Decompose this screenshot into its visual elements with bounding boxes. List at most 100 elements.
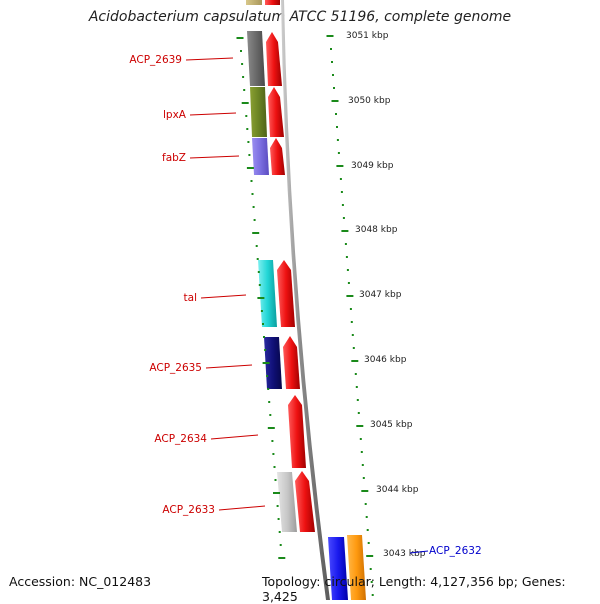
minor-tick [255,245,258,247]
gene-label[interactable]: ACP_2632 [429,545,482,557]
inner-tick-track [236,37,286,559]
gene-arrow-5 [283,336,300,389]
major-tick [341,230,349,232]
minor-tick [346,269,349,271]
minor-tick [339,178,342,180]
minor-tick [243,89,246,91]
major-tick [262,362,270,364]
gene-block-lpxa [250,87,267,137]
minor-tick [253,219,256,221]
scale-label: 3049 kbp [351,161,394,171]
minor-tick [258,284,261,286]
minor-tick [342,217,345,219]
gene-arrow-2 [268,87,284,137]
minor-tick [332,74,334,76]
gene-arrow-1 [266,32,282,86]
gene-block-acp2639 [247,31,265,86]
gene-leader-line [185,57,234,61]
gene-leader-line [210,434,259,440]
major-tick [273,492,280,494]
minor-tick [248,154,251,156]
gene-feature-top-red [265,0,280,5]
major-tick [267,427,275,429]
minor-tick [246,128,249,130]
major-tick [361,490,369,492]
gene-label[interactable]: ACP_2635 [149,362,202,374]
minor-tick [354,373,357,375]
minor-tick [347,282,350,284]
scale-label: 3050 kbp [348,96,391,106]
gene-labels: ACP_2639 lpxA fabZ tal ACP_2635 ACP_2634 ACP_2… [129,54,481,557]
minor-tick [266,375,269,377]
minor-tick [279,544,282,546]
gene-arrow-3 [270,138,285,175]
gene-arrow-4 [277,260,295,327]
gene-block-acp2635 [264,337,282,389]
gene-label[interactable]: tal [184,292,197,304]
gene-leader-line [205,364,253,369]
major-tick [331,100,339,102]
gene-feature-top-tan [246,0,262,5]
major-tick [252,232,260,234]
scale-label: 3045 kbp [370,420,413,430]
minor-tick [257,271,260,273]
major-tick [236,37,244,39]
minor-tick [357,412,360,414]
minor-tick [263,336,265,338]
gene-label[interactable]: ACP_2634 [154,433,207,445]
scale-label: 3046 kbp [364,355,407,365]
scale-label: 3043 kbp [383,549,426,559]
major-tick [351,360,359,362]
outer-tick-track [326,35,374,596]
minor-tick [333,87,335,89]
major-tick [246,167,254,169]
minor-tick [345,256,348,258]
minor-tick [256,258,259,260]
minor-tick [264,349,267,351]
minor-tick [251,193,254,195]
minor-tick [250,180,253,182]
gene-label[interactable]: ACP_2633 [162,504,215,516]
major-tick [257,297,265,299]
minor-tick [271,440,274,442]
minor-tick [241,63,244,65]
minor-tick [336,139,339,141]
major-tick [326,35,334,37]
minor-tick [352,347,355,349]
gene-leader-line [409,550,429,554]
minor-tick [260,310,263,312]
gene-label[interactable]: fabZ [162,152,186,164]
scale-label: 3048 kbp [355,225,398,235]
minor-tick [245,115,248,117]
gene-leader-line [189,155,240,159]
minor-tick [340,191,343,193]
gene-block-tal [258,260,277,327]
minor-tick [370,581,373,583]
minor-tick [240,50,242,52]
minor-tick [262,323,264,325]
minor-tick [242,76,245,78]
minor-tick [359,438,362,440]
minor-tick [366,529,369,531]
minor-tick [247,141,250,143]
minor-tick [278,531,281,533]
gene-block-fabz [252,138,269,175]
scale-label: 3044 kbp [376,485,419,495]
gene-leader-line [218,505,266,511]
gene-arrow-7 [295,471,315,532]
minor-tick [335,113,337,115]
minor-tick [267,388,270,390]
minor-tick [341,204,344,206]
minor-tick [273,466,276,468]
gene-leader-line [200,294,247,299]
gene-label[interactable]: ACP_2639 [129,54,182,66]
scale-labels: 3051 kbp 3050 kbp 3049 kbp 3048 kbp 3047 kbp… [346,31,426,559]
major-tick [241,102,249,104]
minor-tick [269,414,272,416]
gene-label[interactable]: lpxA [163,109,187,121]
major-tick [278,557,286,559]
gene-block-acp2633 [277,472,297,532]
accession-text: Accession: NC_012483 [9,574,152,589]
gene-arrow-6 [288,395,306,468]
